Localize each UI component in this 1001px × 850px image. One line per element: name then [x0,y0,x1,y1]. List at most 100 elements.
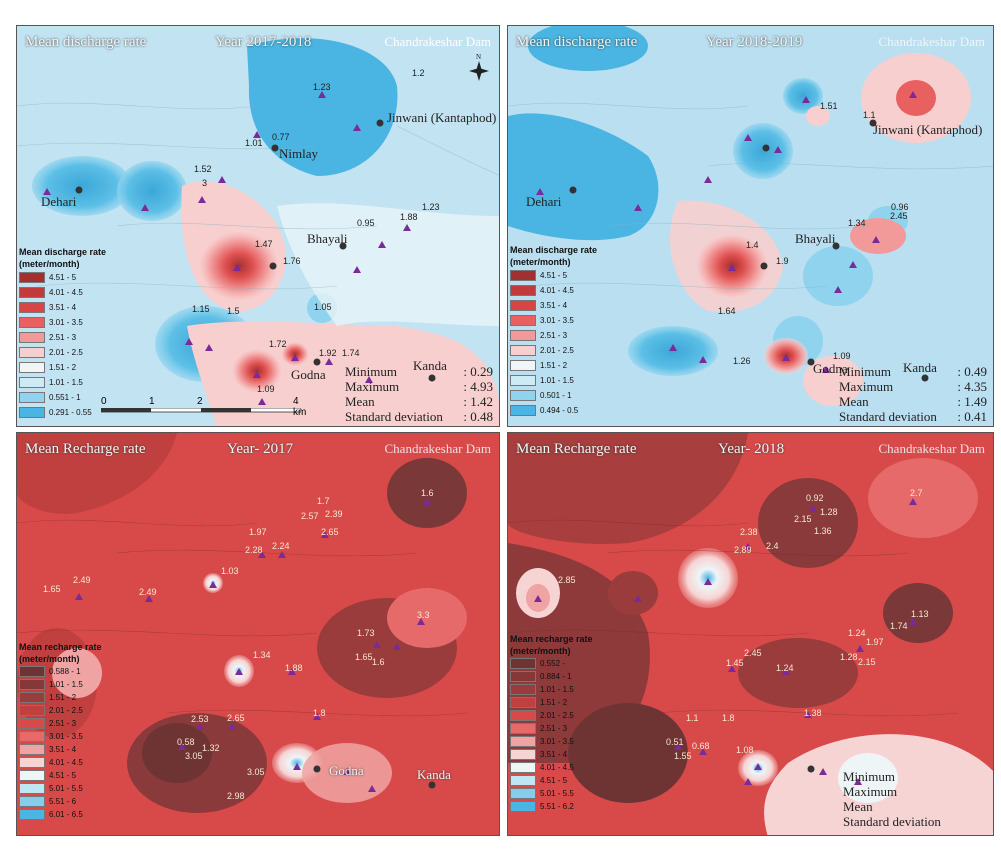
legend-item: 0.291 - 0.55 [19,405,106,420]
site-value: 1.76 [283,256,301,266]
legend-item: 0.552 - [510,657,593,670]
site-value: 2.98 [227,791,245,801]
site-value: 1.13 [911,609,929,619]
place-label: Kanda [903,360,937,375]
site-value: 1.09 [257,384,275,394]
scale-tick: 2 [197,396,203,407]
legend-label: 2.01 - 2.5 [49,706,83,715]
map-year: Year 2018-2019 [706,34,803,50]
site-value: 2.85 [558,575,576,585]
legend-item: 5.51 - 6.2 [510,800,593,813]
legend-item: 1.51 - 2 [510,696,593,709]
site-value: 2.49 [73,575,91,585]
scale-tick: 1 [149,396,155,407]
site-value: 1.6 [372,657,385,667]
legend-item: 3.51 - 4 [510,748,593,761]
legend-item: 3.01 - 3.5 [510,313,597,328]
legend-label: 4.01 - 4.5 [49,288,83,297]
site-value: 1.92 [319,348,337,358]
site-value: 1.55 [674,751,692,761]
site-value: 2.53 [191,714,209,724]
legend-swatch [19,666,45,677]
legend-swatch [19,332,45,343]
legend-label: 3.51 - 4 [49,303,77,312]
legend-item: 5.01 - 5.5 [19,782,102,795]
stat-label: Maximum [843,784,898,799]
place-label: Godna [813,361,848,376]
legend-label: 4.51 - 5 [49,273,77,282]
stat-value: : 0.48 [463,409,493,424]
legend-item: 4.01 - 4.5 [510,761,593,774]
legend-label: 3.01 - 3.5 [49,318,83,327]
legend-swatch [19,317,45,328]
site-value: 1.52 [194,164,212,174]
site-value: 1.8 [313,708,326,718]
legend-label: 5.01 - 5.5 [540,789,574,798]
legend-item: 1.51 - 2 [19,691,102,704]
legend-swatch [510,360,536,371]
legend-swatch [19,679,45,690]
map-panel-discharge-2017: N Mean discharge rate Year 2017-2018 Cha… [16,25,500,427]
site-value: 1.28 [840,652,858,662]
stat-label: Mean [345,394,375,409]
site-value: 3.3 [417,610,430,620]
site-value: 1.23 [422,202,440,212]
site-value: 0.95 [357,218,375,228]
site-value: 1.03 [221,566,239,576]
legend-title: Mean recharge rate [510,634,593,644]
legend-swatch [510,285,536,296]
legend-swatch [19,718,45,729]
site-value: 1.97 [249,527,267,537]
site-markers [43,91,411,405]
legend-label: 4.01 - 4.5 [540,286,574,295]
site-value: 1.65 [43,584,61,594]
legend-item: 3.01 - 3.5 [19,315,106,330]
legend-swatch [510,671,536,682]
site-value: 2.7 [910,488,923,498]
site-value: 2.49 [139,587,157,597]
map-title: Mean discharge rate [516,34,638,50]
site-value: 1.05 [314,302,332,312]
site-value: 1.8 [722,713,735,723]
legend-item: 1.51 - 2 [510,358,597,373]
site-value: 2.89 [734,545,752,555]
legend-swatch [510,749,536,760]
legend-label: 0.552 - [540,659,565,668]
site-value: 3.05 [247,767,265,777]
site-value: 2.65 [321,527,339,537]
dam-label: Chandrakeshar Dam [384,441,492,456]
legend-item: 2.51 - 3 [510,722,593,735]
site-value: 1.72 [269,339,287,349]
legend-unit: (meter/month) [510,646,571,656]
scale-tick: 4 km [293,396,307,418]
site-value: 2.24 [272,541,290,551]
map-year: Year- 2018 [718,441,785,457]
dam-label: Chandrakeshar Dam [384,34,492,49]
legend-label: 1.01 - 1.5 [49,378,83,387]
place-label: Nimlay [279,146,318,161]
legend-label: 0.291 - 0.55 [49,408,92,417]
site-value: 1.09 [833,351,851,361]
site-value: 1.24 [848,628,866,638]
legend-swatch [510,330,536,341]
site-value: 2.39 [325,509,343,519]
map-canvas [508,433,993,835]
place-label: Jinwani (Kantaphod) [873,122,983,137]
stat-label: Mean [843,799,873,814]
site-value: 0.68 [692,741,710,751]
site-value: 2.4 [766,541,779,551]
legend-swatch [510,762,536,773]
legend-label: 1.51 - 2 [49,693,77,702]
map-year: Year- 2017 [227,441,294,457]
legend-item: 3.51 - 4 [19,300,106,315]
site-value: 2.57 [301,511,319,521]
legend-swatch [510,270,536,281]
legend-label: 2.51 - 3 [49,719,77,728]
legend-item: 2.51 - 3 [510,328,597,343]
map-legend: Mean recharge rate (meter/month) 0.588 -… [19,641,102,821]
legend-swatch [19,783,45,794]
stat-label: Maximum [839,379,894,394]
legend-label: 3.01 - 3.5 [540,316,574,325]
site-value: 1.64 [718,306,736,316]
svg-text:N: N [476,53,481,61]
